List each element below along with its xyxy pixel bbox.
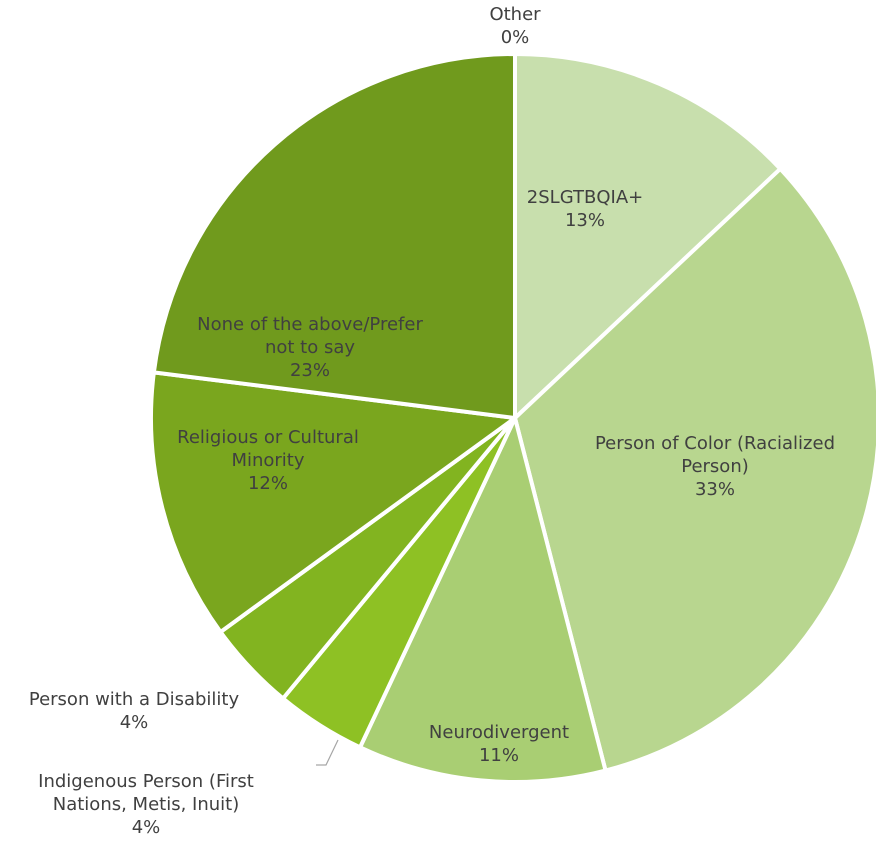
value-label: 11% bbox=[479, 745, 519, 766]
category-label: Religious or Cultural bbox=[177, 427, 359, 448]
data-label: Person of Color (Racialized Person) 33% bbox=[595, 433, 835, 500]
pie-slice-person-of-color-racialized-person bbox=[513, 166, 876, 773]
data-label: Neurodivergent 11% bbox=[429, 722, 569, 766]
data-label: 2SLGTBQIA+ 13% bbox=[527, 187, 643, 231]
data-label: Person with a Disability 4% bbox=[29, 689, 240, 733]
data-label: None of the above/Prefer not to say 23% bbox=[197, 314, 423, 381]
value-label: 0% bbox=[501, 27, 530, 48]
value-label: 23% bbox=[290, 360, 330, 381]
value-label: 13% bbox=[565, 210, 605, 231]
category-label: Person) bbox=[681, 456, 749, 477]
category-label: None of the above/Prefer bbox=[197, 314, 423, 335]
value-label: 4% bbox=[120, 712, 149, 733]
pie-slice-2slgtbqia bbox=[513, 52, 783, 420]
category-label: Other bbox=[489, 4, 541, 25]
category-label: Nations, Metis, Inuit) bbox=[53, 794, 240, 815]
data-label: Other 0% bbox=[489, 4, 541, 48]
pie-slice-neurodivergent bbox=[358, 416, 608, 784]
category-label: Person with a Disability bbox=[29, 689, 240, 710]
value-label: 12% bbox=[248, 473, 288, 494]
pie-slice-none-of-the-above-prefer-not-to-say bbox=[151, 52, 517, 420]
slice-labels: 2SLGTBQIA+ 13% Person of Color (Racialized… bbox=[29, 4, 835, 838]
category-label: 2SLGTBQIA+ bbox=[527, 187, 643, 208]
category-label: not to say bbox=[265, 337, 355, 358]
data-label: Religious or Cultural Minority 12% bbox=[177, 427, 359, 494]
leader-line bbox=[316, 739, 339, 766]
value-label: 33% bbox=[695, 479, 735, 500]
category-label: Indigenous Person (First bbox=[38, 771, 254, 792]
category-label: Minority bbox=[231, 450, 304, 471]
slices bbox=[149, 52, 876, 784]
data-label: Indigenous Person (First Nations, Metis, … bbox=[38, 771, 254, 838]
category-label: Neurodivergent bbox=[429, 722, 569, 743]
pie-slice-religious-or-cultural-minority bbox=[149, 370, 517, 634]
category-label: Person of Color (Racialized bbox=[595, 433, 835, 454]
value-label: 4% bbox=[132, 817, 161, 838]
